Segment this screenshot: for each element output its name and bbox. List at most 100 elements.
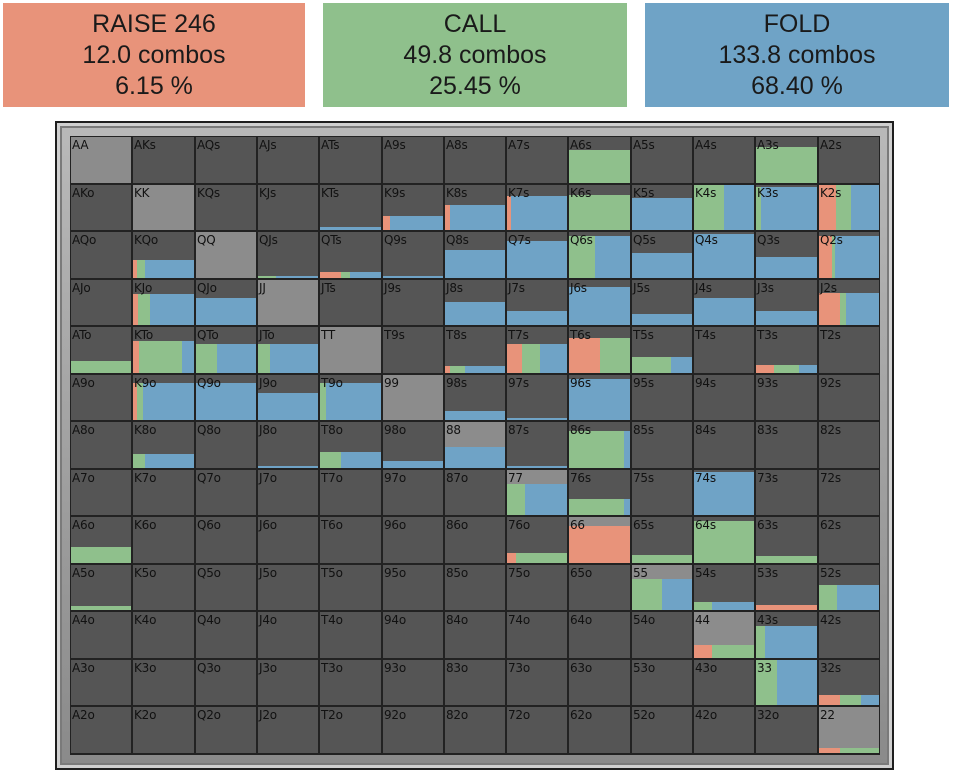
hand-cell[interactable]: A8o — [71, 422, 131, 468]
hand-cell[interactable]: J7s — [507, 280, 567, 325]
hand-cell[interactable]: 54s — [694, 565, 754, 610]
hand-cell[interactable]: Q3o — [196, 660, 256, 705]
raise-summary-panel[interactable]: RAISE 246 12.0 combos 6.15 % — [3, 3, 305, 107]
hand-cell[interactable]: 43s — [756, 612, 817, 658]
hand-cell[interactable]: 73s — [756, 470, 817, 515]
hand-cell[interactable]: 54o — [632, 612, 692, 658]
hand-cell[interactable]: KJo — [133, 280, 194, 325]
hand-cell[interactable]: J3o — [258, 660, 318, 705]
hand-cell[interactable]: ATs — [320, 137, 381, 183]
hand-cell[interactable]: K4s — [694, 185, 754, 230]
hand-cell[interactable]: K9s — [383, 185, 443, 230]
hand-cell[interactable]: 52s — [819, 565, 879, 610]
hand-cell[interactable]: AKo — [71, 185, 131, 230]
hand-cell[interactable]: 72o — [507, 707, 567, 753]
hand-cell[interactable]: 84s — [694, 422, 754, 468]
hand-cell[interactable]: K7s — [507, 185, 567, 230]
hand-cell[interactable]: QJs — [258, 232, 318, 278]
hand-cell[interactable]: JJ — [258, 280, 318, 325]
hand-cell[interactable]: 62o — [569, 707, 630, 753]
hand-cell[interactable]: 42o — [694, 707, 754, 753]
hand-cell[interactable]: T2s — [819, 327, 879, 373]
hand-cell[interactable]: Q7s — [507, 232, 567, 278]
hand-cell[interactable]: AJo — [71, 280, 131, 325]
hand-cell[interactable]: 92o — [383, 707, 443, 753]
hand-cell[interactable]: J7o — [258, 470, 318, 515]
hand-cell[interactable]: 66 — [569, 517, 630, 563]
hand-cell[interactable]: Q3s — [756, 232, 817, 278]
hand-cell[interactable]: ATo — [71, 327, 131, 373]
hand-cell[interactable]: 52o — [632, 707, 692, 753]
hand-cell[interactable]: J8o — [258, 422, 318, 468]
hand-cell[interactable]: 32o — [756, 707, 817, 753]
hand-cell[interactable]: J5o — [258, 565, 318, 610]
hand-cell[interactable]: 55 — [632, 565, 692, 610]
hand-cell[interactable]: 85o — [445, 565, 505, 610]
hand-cell[interactable]: 74s — [694, 470, 754, 515]
hand-cell[interactable]: 82s — [819, 422, 879, 468]
hand-cell[interactable]: 97o — [383, 470, 443, 515]
hand-cell[interactable]: K6o — [133, 517, 194, 563]
hand-cell[interactable]: 63o — [569, 660, 630, 705]
hand-cell[interactable]: 42s — [819, 612, 879, 658]
call-summary-panel[interactable]: CALL 49.8 combos 25.45 % — [323, 3, 627, 107]
hand-cell[interactable]: T2o — [320, 707, 381, 753]
hand-cell[interactable]: K8o — [133, 422, 194, 468]
hand-cell[interactable]: K8s — [445, 185, 505, 230]
hand-cell[interactable]: 64o — [569, 612, 630, 658]
hand-cell[interactable]: J6s — [569, 280, 630, 325]
hand-cell[interactable]: T8o — [320, 422, 381, 468]
hand-cell[interactable]: Q8s — [445, 232, 505, 278]
hand-cell[interactable]: A2o — [71, 707, 131, 753]
hand-cell[interactable]: K9o — [133, 375, 194, 420]
hand-cell[interactable]: A7o — [71, 470, 131, 515]
hand-cell[interactable]: A7s — [507, 137, 567, 183]
hand-cell[interactable]: J2o — [258, 707, 318, 753]
hand-cell[interactable]: K2o — [133, 707, 194, 753]
hand-cell[interactable]: KJs — [258, 185, 318, 230]
hand-cell[interactable]: Q2o — [196, 707, 256, 753]
hand-cell[interactable]: J2s — [819, 280, 879, 325]
hand-cell[interactable]: AJs — [258, 137, 318, 183]
hand-cell[interactable]: T7o — [320, 470, 381, 515]
hand-cell[interactable]: 96o — [383, 517, 443, 563]
hand-cell[interactable]: A3s — [756, 137, 817, 183]
hand-cell[interactable]: 72s — [819, 470, 879, 515]
hand-cell[interactable]: 93s — [756, 375, 817, 420]
hand-cell[interactable]: Q4s — [694, 232, 754, 278]
hand-cell[interactable]: KQs — [196, 185, 256, 230]
hand-cell[interactable]: JTo — [258, 327, 318, 373]
hand-cell[interactable]: 95o — [383, 565, 443, 610]
hand-cell[interactable]: 94s — [694, 375, 754, 420]
hand-cell[interactable]: 94o — [383, 612, 443, 658]
hand-cell[interactable]: A9s — [383, 137, 443, 183]
hand-cell[interactable]: A5s — [632, 137, 692, 183]
hand-cell[interactable]: 76s — [569, 470, 630, 515]
hand-cell[interactable]: A9o — [71, 375, 131, 420]
hand-cell[interactable]: 65o — [569, 565, 630, 610]
hand-cell[interactable]: KK — [133, 185, 194, 230]
hand-cell[interactable]: 98s — [445, 375, 505, 420]
hand-cell[interactable]: J9o — [258, 375, 318, 420]
hand-cell[interactable]: K7o — [133, 470, 194, 515]
hand-cell[interactable]: T3s — [756, 327, 817, 373]
hand-cell[interactable]: 43o — [694, 660, 754, 705]
hand-cell[interactable]: AA — [71, 137, 131, 183]
hand-cell[interactable]: QQ — [196, 232, 256, 278]
hand-cell[interactable]: T4s — [694, 327, 754, 373]
hand-cell[interactable]: KTs — [320, 185, 381, 230]
hand-cell[interactable]: T8s — [445, 327, 505, 373]
hand-cell[interactable]: T9s — [383, 327, 443, 373]
hand-cell[interactable]: Q4o — [196, 612, 256, 658]
hand-cell[interactable]: 73o — [507, 660, 567, 705]
hand-cell[interactable]: A6s — [569, 137, 630, 183]
hand-cell[interactable]: AQo — [71, 232, 131, 278]
hand-cell[interactable]: K2s — [819, 185, 879, 230]
hand-cell[interactable]: QTo — [196, 327, 256, 373]
hand-cell[interactable]: Q6o — [196, 517, 256, 563]
hand-cell[interactable]: T4o — [320, 612, 381, 658]
hand-cell[interactable]: A5o — [71, 565, 131, 610]
hand-cell[interactable]: T6o — [320, 517, 381, 563]
hand-cell[interactable]: A4s — [694, 137, 754, 183]
hand-cell[interactable]: Q7o — [196, 470, 256, 515]
